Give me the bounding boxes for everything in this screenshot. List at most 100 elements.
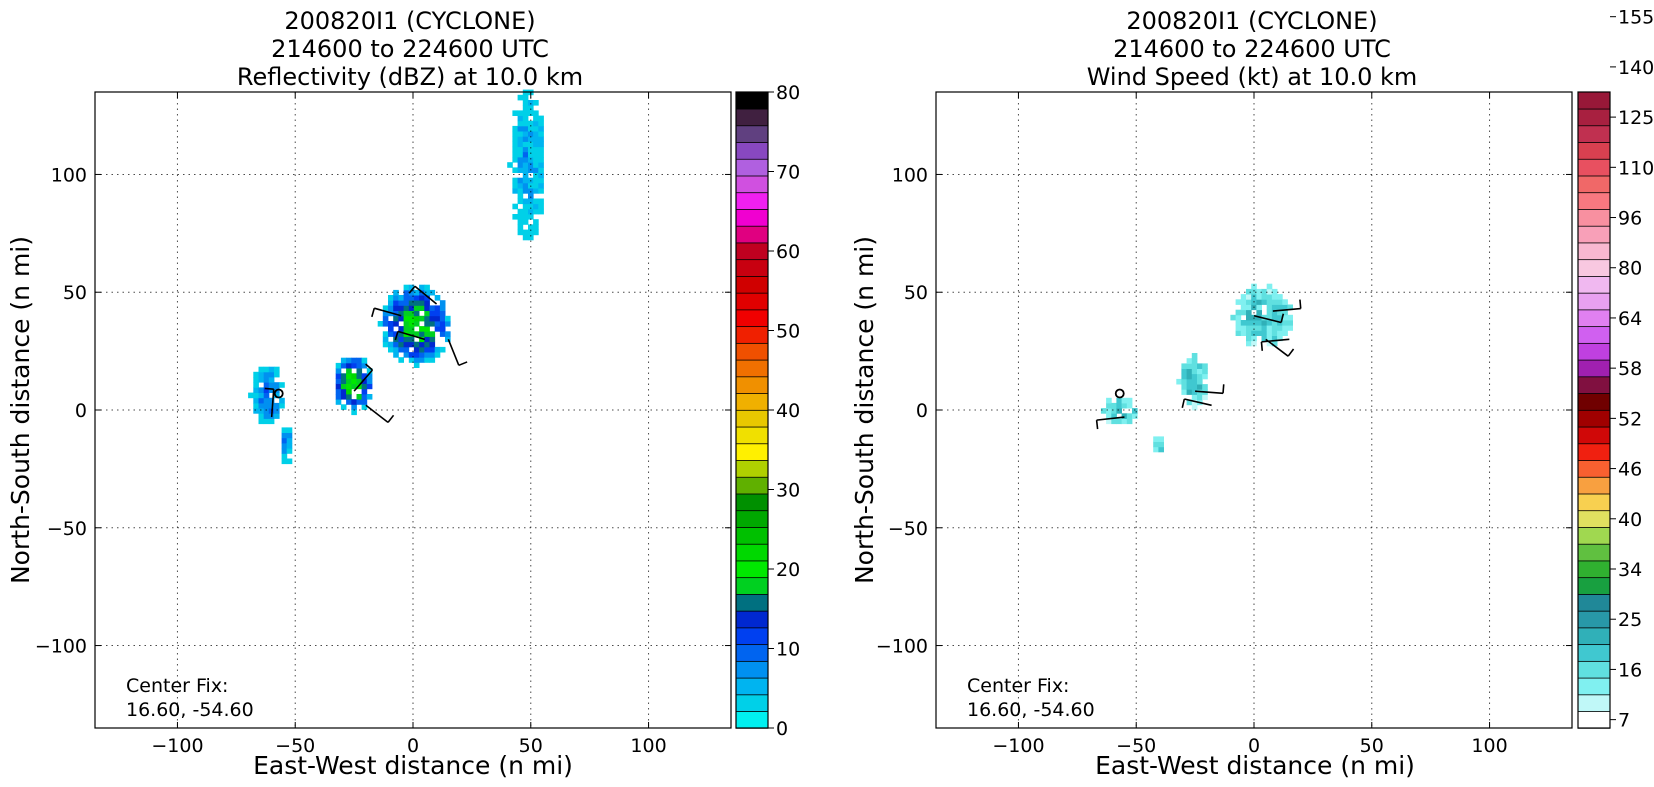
echo-cell <box>268 366 275 373</box>
echo-cell <box>1277 325 1283 331</box>
echo-cell <box>528 151 534 158</box>
wind-barb-flag <box>1287 348 1295 357</box>
reflectivity-center-fix-label: Center Fix: <box>126 675 228 697</box>
echo-cell <box>351 378 357 384</box>
echo-cell <box>419 352 425 358</box>
echo-cell <box>512 110 518 116</box>
colorbar-tick-label: 80 <box>1618 258 1642 280</box>
echo-cell <box>408 321 415 327</box>
colorbar-tick-label: 64 <box>1618 308 1642 330</box>
echo-cell <box>528 131 534 137</box>
echo-cell <box>1266 320 1273 326</box>
echo-cell <box>522 110 529 116</box>
echo-cell <box>1197 384 1203 390</box>
echo-cell <box>424 336 430 343</box>
echo-cell <box>361 357 368 364</box>
x-tick-label: 100 <box>1471 735 1507 757</box>
reflectivity-center-fix-value: 16.60, -54.60 <box>126 699 254 721</box>
echo-cell <box>1240 304 1247 311</box>
echo-cell <box>1191 378 1198 385</box>
echo-cell <box>512 188 518 194</box>
echo-cell <box>1181 384 1187 390</box>
echo-cell <box>1277 304 1283 311</box>
colorbar-segment <box>735 325 769 344</box>
echo-cell <box>382 305 389 311</box>
colorbar-segment <box>735 660 769 679</box>
echo-cell <box>517 131 524 137</box>
echo-cell <box>1240 320 1247 326</box>
echo-cell <box>517 188 524 194</box>
echo-cell <box>1271 320 1278 326</box>
echo-cell <box>1266 304 1273 311</box>
echo-cell <box>538 182 544 189</box>
echo-cell <box>1186 378 1193 385</box>
echo-cell <box>538 151 544 158</box>
echo-cell <box>1158 446 1164 453</box>
wind-barb-flag <box>1260 341 1264 351</box>
echo-cell <box>1240 325 1247 331</box>
colorbar-segment <box>1577 258 1611 277</box>
colorbar-segment <box>735 560 769 579</box>
echo-cell <box>403 352 410 358</box>
center-fix-marker <box>273 388 284 399</box>
echo-cell <box>1251 320 1257 326</box>
colorbar-segment <box>735 476 769 495</box>
echo-cell <box>403 336 410 343</box>
echo-cell <box>517 94 524 101</box>
echo-cell <box>1256 288 1262 295</box>
echo-cell <box>258 392 265 399</box>
colorbar-segment <box>735 392 769 411</box>
colorbar-tick-label: 34 <box>1618 559 1642 581</box>
echo-cell <box>335 383 342 390</box>
echo-cell <box>253 377 259 383</box>
echo-cell <box>533 203 539 210</box>
echo-cell <box>522 177 529 184</box>
echo-cell <box>366 383 373 390</box>
colorbar-segment <box>1577 510 1611 528</box>
colorbar-segment <box>1577 242 1611 261</box>
echo-cell <box>248 392 254 399</box>
echo-cell <box>335 399 342 405</box>
echo-cell <box>424 284 430 291</box>
echo-cell <box>346 368 352 374</box>
echo-cell <box>533 219 539 225</box>
echo-cell <box>1246 320 1252 326</box>
echo-cell <box>533 120 539 127</box>
echo-cell <box>533 131 539 137</box>
echo-cell <box>1116 402 1122 409</box>
echo-cell <box>268 418 275 425</box>
echo-cell <box>419 305 425 311</box>
echo-cell <box>413 352 420 358</box>
echo-cell <box>434 310 441 317</box>
echo-cell <box>263 397 270 404</box>
wind-title-line3: Wind Speed (kt) at 10.0 km <box>1087 63 1418 91</box>
wind-barb <box>414 285 438 305</box>
echo-cell <box>439 331 446 337</box>
echo-cell <box>538 131 544 137</box>
echo-cell <box>1176 378 1182 385</box>
echo-cell <box>1271 294 1278 300</box>
echo-cell <box>408 305 415 311</box>
echo-cell <box>408 331 415 337</box>
echo-cell <box>393 346 399 353</box>
colorbar-segment <box>735 426 769 445</box>
echo-cell <box>274 402 280 409</box>
echo-cell <box>439 321 446 327</box>
echo-cell <box>522 157 529 163</box>
echo-cell <box>512 203 518 210</box>
echo-cell <box>1266 299 1273 305</box>
echo-cell <box>361 399 368 405</box>
echo-cell <box>398 315 404 322</box>
echo-cell <box>1186 358 1193 364</box>
wind-xlabel: East-West distance (n mi) <box>1095 751 1415 780</box>
echo-cell <box>398 357 404 363</box>
echo-cell <box>268 402 275 409</box>
echo-cell <box>1121 413 1128 419</box>
echo-cell <box>533 110 539 116</box>
echo-cell <box>356 394 363 400</box>
echo-cell <box>522 94 529 101</box>
colorbar-tick-label: 40 <box>1618 509 1642 531</box>
echo-cell <box>340 378 347 384</box>
echo-cell <box>1246 340 1252 347</box>
colorbar-tick-label: 96 <box>1618 208 1642 230</box>
